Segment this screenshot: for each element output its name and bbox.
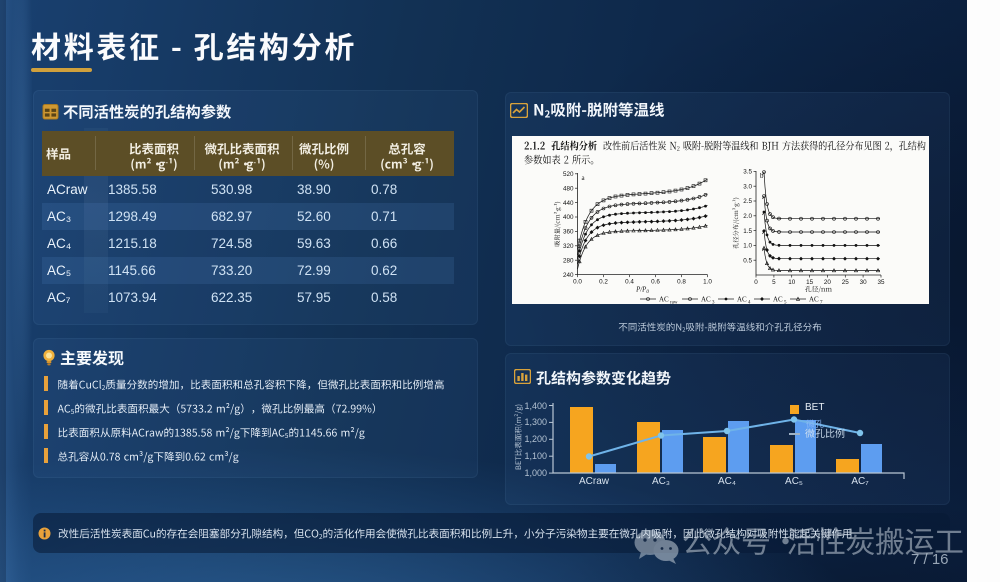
svg-text:0.4: 0.4 [625,279,634,286]
svg-text:520: 520 [563,171,574,178]
svg-text:1.5: 1.5 [743,228,752,235]
svg-text:0.8: 0.8 [677,279,686,286]
svg-text:0.6: 0.6 [651,279,660,286]
svg-text:440: 440 [563,200,574,207]
svg-text:3.0: 3.0 [743,183,752,190]
svg-text:0.5: 0.5 [743,257,752,264]
svg-text:280: 280 [563,257,574,264]
svg-text:AC: AC [773,296,783,304]
svg-text:0.2: 0.2 [599,279,608,286]
svg-text:P/P0: P/P0 [635,287,649,296]
svg-text:240: 240 [563,272,574,279]
svg-text:0: 0 [754,279,758,286]
svg-text:3.5: 3.5 [743,169,752,176]
svg-text:a: a [582,174,586,182]
svg-text:AC: AC [737,296,747,304]
svg-text:400: 400 [563,214,574,221]
svg-text:0.0: 0.0 [573,279,582,286]
svg-text:360: 360 [563,229,574,236]
svg-text:2.5: 2.5 [743,198,752,205]
svg-text:320: 320 [563,243,574,250]
svg-text:480: 480 [563,185,574,192]
svg-text:35: 35 [877,279,885,286]
svg-text:4: 4 [748,301,751,305]
svg-text:5: 5 [784,301,787,305]
svg-text:10: 10 [788,279,796,286]
svg-text:15: 15 [806,279,814,286]
svg-text:30: 30 [860,279,868,286]
svg-text:AC: AC [659,296,669,304]
svg-text:5: 5 [772,279,776,286]
svg-text:1.0: 1.0 [703,279,712,286]
svg-text:1.0: 1.0 [743,243,752,250]
svg-text:AC: AC [809,296,819,304]
svg-text:2.0: 2.0 [743,213,752,220]
svg-text:b: b [760,172,764,180]
svg-text:3: 3 [712,301,715,305]
svg-text:20: 20 [824,279,832,286]
svg-text:25: 25 [842,279,850,286]
svg-text:7: 7 [820,301,823,305]
svg-text:AC: AC [701,296,711,304]
svg-text:raw: raw [670,301,678,305]
